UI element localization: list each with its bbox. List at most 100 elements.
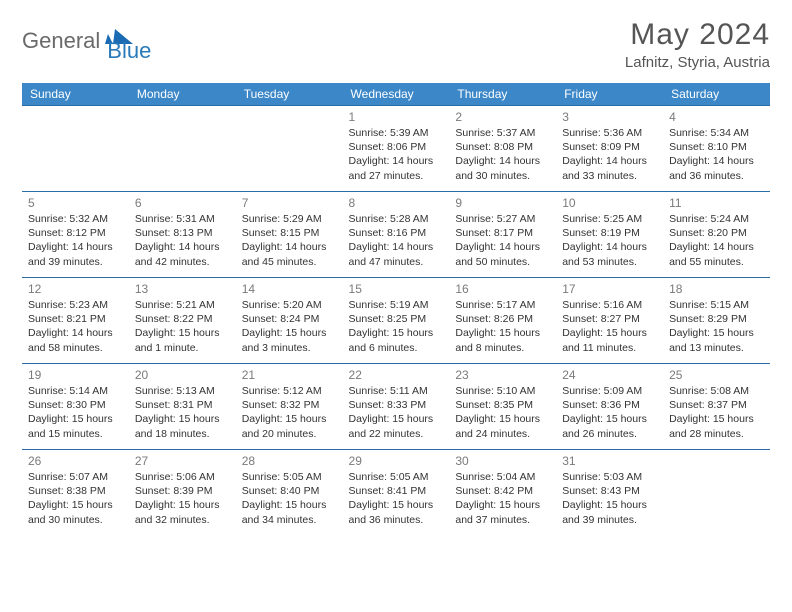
calendar-cell: 20 Sunrise: 5:13 AMSunset: 8:31 PMDayligh… bbox=[129, 364, 236, 450]
calendar-cell: 19 Sunrise: 5:14 AMSunset: 8:30 PMDayligh… bbox=[22, 364, 129, 450]
day-info: Sunrise: 5:06 AMSunset: 8:39 PMDaylight:… bbox=[135, 470, 230, 527]
day-header: Wednesday bbox=[343, 83, 450, 106]
day-info: Sunrise: 5:07 AMSunset: 8:38 PMDaylight:… bbox=[28, 470, 123, 527]
day-number: 15 bbox=[349, 282, 444, 296]
calendar-cell: 30Sunrise: 5:04 AMSunset: 8:42 PMDayligh… bbox=[449, 450, 556, 536]
day-number: 1 bbox=[349, 110, 444, 124]
calendar-cell: 27 Sunrise: 5:06 AMSunset: 8:39 PMDayligh… bbox=[129, 450, 236, 536]
calendar-cell: 18 Sunrise: 5:15 AMSunset: 8:29 PMDayligh… bbox=[663, 278, 770, 364]
calendar-row: 5Sunrise: 5:32 AMSunset: 8:12 PMDaylight… bbox=[22, 192, 770, 278]
title-block: May 2024 Lafnitz, Styria, Austria bbox=[625, 18, 770, 71]
day-header: Tuesday bbox=[236, 83, 343, 106]
calendar-cell: 7 Sunrise: 5:29 AMSunset: 8:15 PMDaylight… bbox=[236, 192, 343, 278]
day-info: Sunrise: 5:03 AMSunset: 8:43 PMDaylight:… bbox=[562, 470, 657, 527]
day-info: Sunrise: 5:36 AMSunset: 8:09 PMDaylight:… bbox=[562, 126, 657, 183]
calendar-cell: 22 Sunrise: 5:11 AMSunset: 8:33 PMDayligh… bbox=[343, 364, 450, 450]
day-info: Sunrise: 5:13 AMSunset: 8:31 PMDaylight:… bbox=[135, 384, 230, 441]
day-info: Sunrise: 5:29 AMSunset: 8:15 PMDaylight:… bbox=[242, 212, 337, 269]
day-info: Sunrise: 5:25 AMSunset: 8:19 PMDaylight:… bbox=[562, 212, 657, 269]
day-info: Sunrise: 5:05 AMSunset: 8:40 PMDaylight:… bbox=[242, 470, 337, 527]
day-number: 23 bbox=[455, 368, 550, 382]
day-info: Sunrise: 5:12 AMSunset: 8:32 PMDaylight:… bbox=[242, 384, 337, 441]
day-info: Sunrise: 5:37 AMSunset: 8:08 PMDaylight:… bbox=[455, 126, 550, 183]
day-number: 16 bbox=[455, 282, 550, 296]
logo-text-blue: Blue bbox=[107, 38, 151, 64]
day-header: Sunday bbox=[22, 83, 129, 106]
day-info: Sunrise: 5:17 AMSunset: 8:26 PMDaylight:… bbox=[455, 298, 550, 355]
day-number: 22 bbox=[349, 368, 444, 382]
calendar-cell bbox=[663, 450, 770, 536]
day-info: Sunrise: 5:19 AMSunset: 8:25 PMDaylight:… bbox=[349, 298, 444, 355]
calendar-row: 12 Sunrise: 5:23 AMSunset: 8:21 PMDayligh… bbox=[22, 278, 770, 364]
logo-text-general: General bbox=[22, 28, 100, 54]
day-info: Sunrise: 5:14 AMSunset: 8:30 PMDaylight:… bbox=[28, 384, 123, 441]
day-number: 9 bbox=[455, 196, 550, 210]
day-number: 13 bbox=[135, 282, 230, 296]
calendar-row: 19 Sunrise: 5:14 AMSunset: 8:30 PMDayligh… bbox=[22, 364, 770, 450]
calendar-cell: 4Sunrise: 5:34 AMSunset: 8:10 PMDaylight… bbox=[663, 106, 770, 192]
day-info: Sunrise: 5:27 AMSunset: 8:17 PMDaylight:… bbox=[455, 212, 550, 269]
day-info: Sunrise: 5:32 AMSunset: 8:12 PMDaylight:… bbox=[28, 212, 123, 269]
day-header: Thursday bbox=[449, 83, 556, 106]
calendar-cell: 17 Sunrise: 5:16 AMSunset: 8:27 PMDayligh… bbox=[556, 278, 663, 364]
day-info: Sunrise: 5:15 AMSunset: 8:29 PMDaylight:… bbox=[669, 298, 764, 355]
calendar-row: 26 Sunrise: 5:07 AMSunset: 8:38 PMDayligh… bbox=[22, 450, 770, 536]
day-number: 10 bbox=[562, 196, 657, 210]
calendar-cell: 10 Sunrise: 5:25 AMSunset: 8:19 PMDayligh… bbox=[556, 192, 663, 278]
day-number: 24 bbox=[562, 368, 657, 382]
day-number: 31 bbox=[562, 454, 657, 468]
calendar-cell: 8 Sunrise: 5:28 AMSunset: 8:16 PMDaylight… bbox=[343, 192, 450, 278]
calendar-cell: 24 Sunrise: 5:09 AMSunset: 8:36 PMDayligh… bbox=[556, 364, 663, 450]
day-header: Saturday bbox=[663, 83, 770, 106]
page-title: May 2024 bbox=[625, 18, 770, 52]
day-number: 4 bbox=[669, 110, 764, 124]
calendar-cell: 29Sunrise: 5:05 AMSunset: 8:41 PMDayligh… bbox=[343, 450, 450, 536]
calendar-cell: 9 Sunrise: 5:27 AMSunset: 8:17 PMDaylight… bbox=[449, 192, 556, 278]
calendar-table: SundayMondayTuesdayWednesdayThursdayFrid… bbox=[22, 83, 770, 536]
day-info: Sunrise: 5:08 AMSunset: 8:37 PMDaylight:… bbox=[669, 384, 764, 441]
day-info: Sunrise: 5:21 AMSunset: 8:22 PMDaylight:… bbox=[135, 298, 230, 355]
day-info: Sunrise: 5:23 AMSunset: 8:21 PMDaylight:… bbox=[28, 298, 123, 355]
day-number: 25 bbox=[669, 368, 764, 382]
calendar-row: 1 Sunrise: 5:39 AMSunset: 8:06 PMDaylight… bbox=[22, 106, 770, 192]
day-number: 17 bbox=[562, 282, 657, 296]
day-info: Sunrise: 5:09 AMSunset: 8:36 PMDaylight:… bbox=[562, 384, 657, 441]
day-info: Sunrise: 5:10 AMSunset: 8:35 PMDaylight:… bbox=[455, 384, 550, 441]
day-info: Sunrise: 5:28 AMSunset: 8:16 PMDaylight:… bbox=[349, 212, 444, 269]
day-number: 8 bbox=[349, 196, 444, 210]
day-info: Sunrise: 5:24 AMSunset: 8:20 PMDaylight:… bbox=[669, 212, 764, 269]
day-info: Sunrise: 5:20 AMSunset: 8:24 PMDaylight:… bbox=[242, 298, 337, 355]
page-header: General Blue May 2024 Lafnitz, Styria, A… bbox=[22, 18, 770, 71]
day-header: Monday bbox=[129, 83, 236, 106]
calendar-cell: 12 Sunrise: 5:23 AMSunset: 8:21 PMDayligh… bbox=[22, 278, 129, 364]
day-number: 19 bbox=[28, 368, 123, 382]
calendar-cell: 21 Sunrise: 5:12 AMSunset: 8:32 PMDayligh… bbox=[236, 364, 343, 450]
day-number: 12 bbox=[28, 282, 123, 296]
day-info: Sunrise: 5:11 AMSunset: 8:33 PMDaylight:… bbox=[349, 384, 444, 441]
day-number: 21 bbox=[242, 368, 337, 382]
calendar-cell: 3 Sunrise: 5:36 AMSunset: 8:09 PMDaylight… bbox=[556, 106, 663, 192]
day-number: 2 bbox=[455, 110, 550, 124]
day-number: 18 bbox=[669, 282, 764, 296]
calendar-cell: 15 Sunrise: 5:19 AMSunset: 8:25 PMDayligh… bbox=[343, 278, 450, 364]
day-number: 7 bbox=[242, 196, 337, 210]
day-info: Sunrise: 5:39 AMSunset: 8:06 PMDaylight:… bbox=[349, 126, 444, 183]
calendar-cell: 1 Sunrise: 5:39 AMSunset: 8:06 PMDaylight… bbox=[343, 106, 450, 192]
calendar-cell bbox=[22, 106, 129, 192]
calendar-cell: 13 Sunrise: 5:21 AMSunset: 8:22 PMDayligh… bbox=[129, 278, 236, 364]
day-info: Sunrise: 5:04 AMSunset: 8:42 PMDaylight:… bbox=[455, 470, 550, 527]
day-header: Friday bbox=[556, 83, 663, 106]
calendar-cell: 26 Sunrise: 5:07 AMSunset: 8:38 PMDayligh… bbox=[22, 450, 129, 536]
calendar-cell: 25 Sunrise: 5:08 AMSunset: 8:37 PMDayligh… bbox=[663, 364, 770, 450]
day-header-row: SundayMondayTuesdayWednesdayThursdayFrid… bbox=[22, 83, 770, 106]
day-number: 3 bbox=[562, 110, 657, 124]
day-info: Sunrise: 5:05 AMSunset: 8:41 PMDaylight:… bbox=[349, 470, 444, 527]
calendar-cell: 31 Sunrise: 5:03 AMSunset: 8:43 PMDayligh… bbox=[556, 450, 663, 536]
day-info: Sunrise: 5:16 AMSunset: 8:27 PMDaylight:… bbox=[562, 298, 657, 355]
calendar-cell: 2 Sunrise: 5:37 AMSunset: 8:08 PMDaylight… bbox=[449, 106, 556, 192]
calendar-cell: 6Sunrise: 5:31 AMSunset: 8:13 PMDaylight… bbox=[129, 192, 236, 278]
day-number: 28 bbox=[242, 454, 337, 468]
day-number: 20 bbox=[135, 368, 230, 382]
day-number: 27 bbox=[135, 454, 230, 468]
day-number: 26 bbox=[28, 454, 123, 468]
